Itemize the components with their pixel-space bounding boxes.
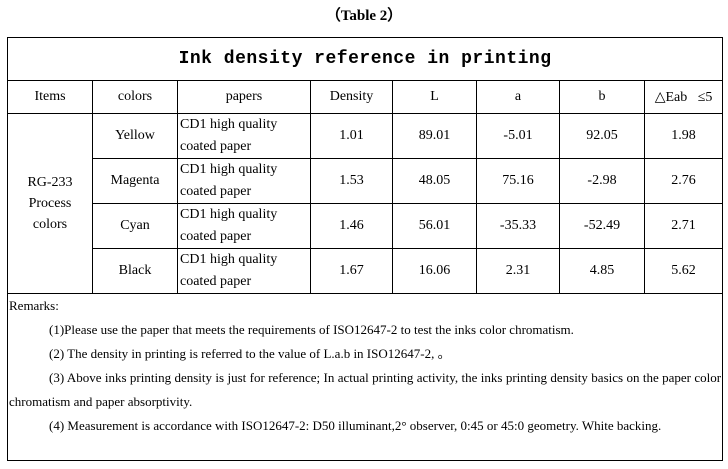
data-row: Magenta CD1 high quality coated paper 1.53…: [8, 158, 724, 204]
data-row: RG-233 Process colors Yellow CD1 high qual…: [7, 113, 724, 294]
remark: (2) The density in printing is referred …: [49, 346, 451, 361]
cell: Cyan: [92, 203, 178, 249]
cell: 16.06: [392, 248, 477, 294]
remark: (3) Above inks printing density is just …: [9, 370, 722, 409]
table-title: Ink density reference in printing: [6, 37, 724, 81]
header-cell: Density: [310, 80, 393, 114]
cell: 89.01: [392, 113, 477, 159]
cell: -52.49: [559, 203, 645, 249]
cell: 1.46: [310, 203, 393, 249]
cell: 4.85: [559, 248, 645, 294]
cell: 1.67: [310, 248, 393, 294]
cell: -35.33: [476, 203, 560, 249]
data-row: Cyan CD1 high quality coated paper 1.46 56.…: [8, 203, 724, 249]
cell: 48.05: [392, 158, 477, 204]
density-table: Ink density reference in printing Items c…: [6, 37, 724, 461]
remark: (4) Measurement is accordance with ISO12…: [49, 418, 662, 433]
header-cell: △Eab ≤5: [643, 80, 724, 114]
cell: 56.01: [392, 203, 477, 249]
remarks-row: Remarks: (1)Please use the paper that mee…: [6, 293, 724, 461]
cell: Black: [92, 248, 178, 294]
cell: 5.62: [643, 248, 724, 294]
header-cell: papers: [177, 80, 311, 114]
cell: Magenta: [92, 158, 178, 204]
cell: 2.76: [643, 158, 724, 204]
paper-cell: CD1 high quality coated paper: [177, 158, 311, 204]
remark: (1)Please use the paper that meets the r…: [49, 322, 574, 337]
cell: 2.71: [643, 203, 724, 249]
cell: 1.53: [310, 158, 393, 204]
header-cell: Items: [7, 80, 93, 114]
remarks-heading: Remarks:: [9, 298, 59, 313]
cell: Yellow: [92, 113, 178, 159]
header-cell: colors: [92, 80, 178, 114]
paper-cell: CD1 high quality coated paper: [177, 113, 311, 159]
cell: 1.01: [310, 113, 393, 159]
data-row: Black CD1 high quality coated paper 1.67 16…: [8, 248, 724, 294]
paper-cell: CD1 high quality coated paper: [177, 248, 311, 294]
cell: 75.16: [476, 158, 560, 204]
cell: 2.31: [476, 248, 560, 294]
caption: （Table 2）: [325, 8, 403, 24]
item-cell: RG-233 Process colors: [7, 113, 93, 294]
cell: -2.98: [559, 158, 645, 204]
cell: 92.05: [559, 113, 645, 159]
cell: -5.01: [476, 113, 560, 159]
header-cell: a: [476, 80, 560, 114]
table-body: Ink density reference in printing Items c…: [6, 37, 724, 461]
header-cell: L: [392, 80, 477, 114]
header-cell: b: [559, 80, 645, 114]
paper-cell: CD1 high quality coated paper: [177, 203, 311, 249]
cell: 1.98: [643, 113, 724, 159]
remarks-cell: Remarks: (1)Please use the paper that mee…: [6, 293, 724, 461]
